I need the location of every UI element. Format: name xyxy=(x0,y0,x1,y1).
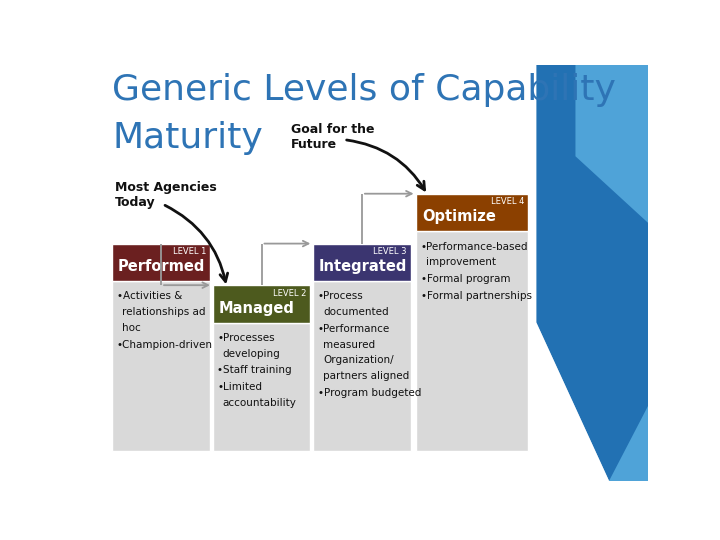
Text: •Performance: •Performance xyxy=(318,324,390,334)
Text: Performed: Performed xyxy=(118,259,205,274)
Polygon shape xyxy=(609,406,648,481)
Polygon shape xyxy=(575,65,648,223)
FancyBboxPatch shape xyxy=(213,322,310,451)
Text: Organization/: Organization/ xyxy=(323,355,394,366)
Text: •Program budgeted: •Program budgeted xyxy=(318,388,421,398)
FancyBboxPatch shape xyxy=(112,281,210,451)
Text: hoc: hoc xyxy=(122,323,141,333)
Text: measured: measured xyxy=(323,340,375,349)
Polygon shape xyxy=(380,322,609,481)
Text: •Performance-based: •Performance-based xyxy=(421,241,528,252)
Text: Managed: Managed xyxy=(218,301,294,316)
FancyBboxPatch shape xyxy=(313,244,411,281)
FancyBboxPatch shape xyxy=(416,231,528,451)
Text: LEVEL 3: LEVEL 3 xyxy=(374,247,407,256)
Text: LEVEL 4: LEVEL 4 xyxy=(491,197,524,206)
Text: •Formal program: •Formal program xyxy=(421,274,510,284)
Text: documented: documented xyxy=(323,307,389,317)
Text: •Limited: •Limited xyxy=(217,382,262,392)
Text: partners aligned: partners aligned xyxy=(323,371,410,381)
Text: relationships ad: relationships ad xyxy=(122,307,206,317)
Text: LEVEL 1: LEVEL 1 xyxy=(173,247,206,256)
Text: •Staff training: •Staff training xyxy=(217,366,292,375)
Text: Maturity: Maturity xyxy=(112,121,263,155)
Text: •Process: •Process xyxy=(318,292,364,301)
FancyBboxPatch shape xyxy=(313,281,411,451)
Text: •Activities &: •Activities & xyxy=(117,292,182,301)
FancyBboxPatch shape xyxy=(112,244,210,281)
Text: LEVEL 2: LEVEL 2 xyxy=(273,288,307,298)
Text: accountability: accountability xyxy=(222,398,297,408)
Text: improvement: improvement xyxy=(426,258,497,267)
Text: developing: developing xyxy=(222,349,281,359)
Text: •Processes: •Processes xyxy=(217,333,275,343)
Text: Generic Levels of Capability: Generic Levels of Capability xyxy=(112,73,616,107)
Text: Integrated: Integrated xyxy=(319,259,407,274)
Polygon shape xyxy=(536,65,648,481)
Text: •Formal partnerships: •Formal partnerships xyxy=(421,291,532,301)
Text: Goal for the
Future: Goal for the Future xyxy=(291,123,374,151)
FancyBboxPatch shape xyxy=(213,285,310,322)
Text: •Champion-driven: •Champion-driven xyxy=(117,340,213,349)
FancyBboxPatch shape xyxy=(416,194,528,231)
Text: Most Agencies
Today: Most Agencies Today xyxy=(115,181,217,209)
Text: Optimize: Optimize xyxy=(422,210,496,225)
